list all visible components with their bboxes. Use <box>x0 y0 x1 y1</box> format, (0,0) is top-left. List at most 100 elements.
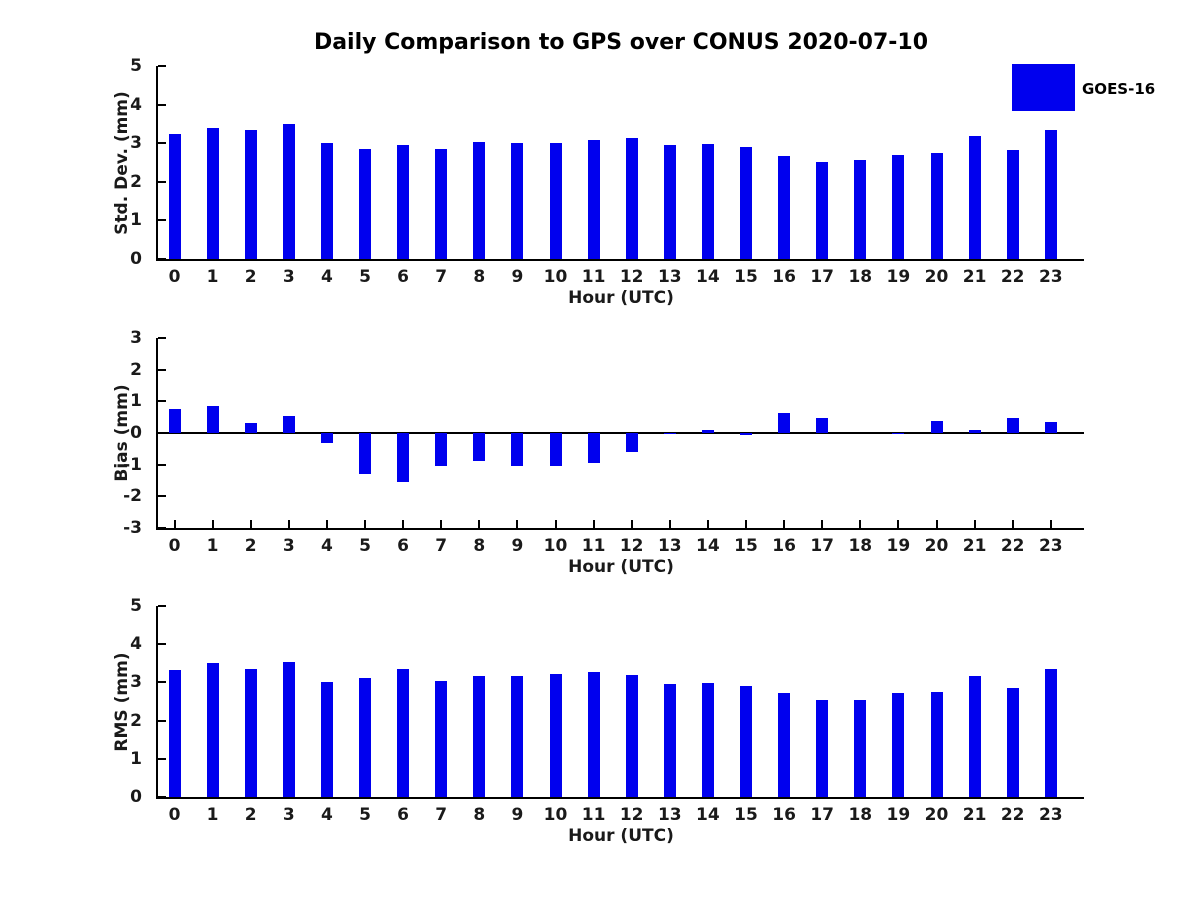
x-tick-label: 17 <box>810 267 835 287</box>
x-tick-label: 0 <box>168 267 181 287</box>
y-tick <box>158 337 166 339</box>
bar-hour-20 <box>930 421 943 433</box>
bar-hour-21 <box>968 430 981 433</box>
y-axis-label: Bias (mm) <box>112 384 132 482</box>
bar-hour-21 <box>968 135 981 259</box>
x-tick-label: 21 <box>962 267 987 287</box>
x-tick <box>440 520 443 528</box>
bar-hour-19 <box>892 433 905 435</box>
bar-hour-8 <box>473 433 486 462</box>
bar-hour-12 <box>625 138 638 259</box>
bar-hour-22 <box>1006 150 1019 259</box>
y-axis-label: RMS (mm) <box>112 651 132 752</box>
bar-hour-2 <box>244 129 257 259</box>
x-tick-label: 9 <box>511 536 524 556</box>
x-tick-label: 0 <box>168 805 181 825</box>
x-tick-label: 4 <box>320 805 333 825</box>
x-tick-label: 15 <box>734 805 758 825</box>
y-tick-label: 1 <box>130 391 142 412</box>
x-tick-label: 13 <box>657 536 682 556</box>
bar-hour-14 <box>701 429 714 433</box>
bar-hour-13 <box>663 145 676 259</box>
bar-hour-12 <box>625 433 638 453</box>
x-tick-label: 11 <box>581 805 606 825</box>
y-tick-label: 4 <box>130 94 142 115</box>
bar-hour-17 <box>816 162 829 259</box>
y-tick-label: 3 <box>130 328 142 348</box>
x-tick-label: 23 <box>1038 536 1063 556</box>
x-tick-label: 5 <box>359 267 371 287</box>
x-tick-label: 3 <box>282 536 295 556</box>
bar-hour-3 <box>282 123 295 259</box>
y-tick <box>158 605 166 607</box>
x-tick-label: 16 <box>772 805 796 825</box>
x-tick-label: 19 <box>886 536 911 556</box>
y-tick-label: -2 <box>123 486 142 507</box>
x-tick-label: 7 <box>435 805 448 825</box>
x-tick-label: 0 <box>168 536 181 556</box>
x-tick <box>516 520 519 528</box>
bar-hour-18 <box>854 699 867 797</box>
x-tick <box>668 520 671 528</box>
x-tick <box>592 520 595 528</box>
bar-hour-9 <box>511 433 524 466</box>
y-tick-label: 1 <box>130 210 142 231</box>
y-tick-label: 2 <box>130 710 142 731</box>
y-tick-label: 3 <box>130 133 142 154</box>
x-tick <box>554 520 557 528</box>
bar-hour-23 <box>1044 130 1057 259</box>
x-tick-label: 2 <box>244 267 257 287</box>
y-tick <box>158 527 166 529</box>
y-tick <box>158 681 166 684</box>
x-tick-label: 5 <box>359 536 371 556</box>
x-tick <box>973 520 976 528</box>
y-tick <box>158 495 166 498</box>
y-tick <box>158 757 166 760</box>
bar-hour-14 <box>701 143 714 259</box>
x-tick <box>287 520 290 528</box>
x-tick-label: 23 <box>1038 267 1063 287</box>
x-tick-label: 12 <box>619 805 644 825</box>
x-tick-label: 21 <box>962 805 987 825</box>
y-tick-label: 1 <box>130 748 142 769</box>
bar-hour-9 <box>511 142 524 259</box>
left-spine <box>156 338 158 530</box>
x-tick-label: 6 <box>397 536 410 556</box>
bar-hour-13 <box>663 433 676 434</box>
bar-hour-8 <box>473 675 486 797</box>
x-tick-label: 4 <box>320 267 333 287</box>
x-axis-label: Hour (UTC) <box>568 557 674 577</box>
x-tick-label: 7 <box>435 267 448 287</box>
bar-hour-23 <box>1044 421 1057 433</box>
x-tick-label: 11 <box>581 536 606 556</box>
x-tick-label: 2 <box>244 805 257 825</box>
bar-hour-0 <box>168 408 181 433</box>
bar-hour-0 <box>168 669 181 797</box>
bar-hour-15 <box>740 433 752 435</box>
x-tick-label: 21 <box>962 536 987 556</box>
x-tick-label: 9 <box>511 805 524 825</box>
y-tick <box>158 368 166 371</box>
x-tick-label: 17 <box>810 805 835 825</box>
bottom-spine <box>156 528 1084 530</box>
bar-hour-3 <box>282 661 295 797</box>
x-tick-label: 18 <box>848 267 873 287</box>
bar-hour-19 <box>892 693 905 797</box>
bar-hour-15 <box>740 147 752 259</box>
bar-hour-4 <box>320 143 333 259</box>
bar-hour-1 <box>206 662 219 797</box>
y-tick-label: 3 <box>130 672 142 693</box>
x-tick <box>173 520 176 528</box>
bar-hour-19 <box>892 155 905 259</box>
x-tick-label: 18 <box>848 805 873 825</box>
bar-hour-12 <box>625 674 638 797</box>
y-tick-label: 0 <box>130 249 142 269</box>
x-tick-label: 5 <box>359 805 371 825</box>
x-tick-label: 3 <box>282 805 295 825</box>
bar-hour-10 <box>549 142 562 259</box>
x-tick-label: 15 <box>734 267 758 287</box>
x-tick <box>402 520 405 528</box>
x-tick-label: 13 <box>657 805 682 825</box>
x-tick <box>325 520 328 528</box>
